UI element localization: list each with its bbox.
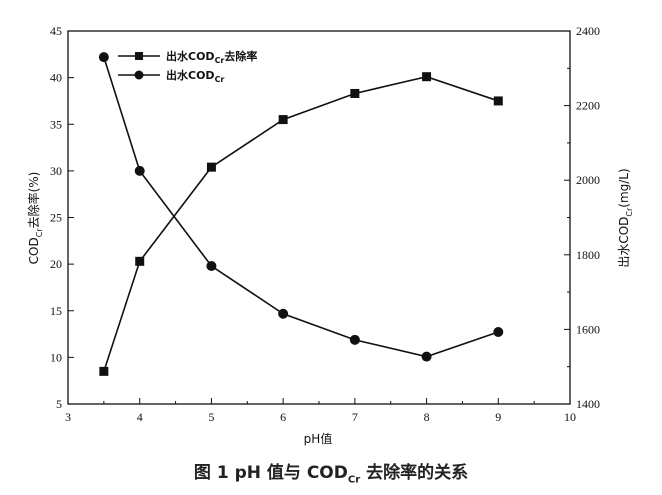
- square-marker: [99, 366, 109, 376]
- y-right-title-pre: 出水COD: [617, 217, 631, 268]
- square-marker: [493, 96, 503, 106]
- y-left-title-sub: Cr: [35, 228, 44, 238]
- x-tick-label: 8: [424, 410, 430, 424]
- caption-suffix: 去除率的关系: [360, 463, 469, 483]
- caption-sub: Cr: [347, 474, 361, 486]
- y-right-tick-label: 2200: [576, 99, 600, 113]
- figure-caption: 图 1 pH 值与 CODCr 去除率的关系: [0, 458, 662, 485]
- y-right-axis-title: 出水CODCr(mg/L): [617, 168, 634, 267]
- y-right-tick-label: 1800: [576, 248, 600, 262]
- y-right-tick-label: 1400: [576, 397, 600, 411]
- y-right-axis-ticks: 1400 1600 1800 2000 2200 2400: [564, 24, 600, 411]
- series-line: [103, 56, 499, 358]
- legend-label-sub: Cr: [215, 75, 225, 84]
- y-right-title-rest: (mg/L): [617, 168, 631, 207]
- y-right-tick-label: 2400: [576, 24, 600, 38]
- y-left-tick-label: 30: [50, 164, 62, 178]
- legend-label-pre: 出水COD: [166, 49, 215, 63]
- y-left-axis-title: CODCr去除率(%): [26, 172, 44, 265]
- y-left-tick-label: 25: [50, 211, 62, 225]
- circle-marker: [134, 165, 145, 176]
- y-left-title-main: COD: [27, 237, 41, 264]
- x-tick-label: 4: [137, 410, 143, 424]
- x-tick-label: 7: [352, 410, 358, 424]
- x-axis-title: pH值: [304, 431, 333, 446]
- legend-entry: 出水CODCr去除率: [118, 49, 257, 65]
- circle-marker: [421, 351, 432, 362]
- y-right-tick-label: 1600: [576, 322, 600, 336]
- square-marker: [135, 256, 145, 266]
- x-tick-label: 5: [208, 410, 214, 424]
- legend-entry: 出水CODCr: [118, 68, 224, 84]
- legend-circle-marker: [134, 70, 144, 80]
- y-left-tick-label: 15: [50, 304, 62, 318]
- circle-marker: [493, 327, 504, 338]
- series-line: [103, 75, 499, 372]
- y-left-axis-ticks: 5 10 15 20 25 30 35 40 45: [50, 24, 74, 411]
- x-tick-label: 3: [65, 410, 71, 424]
- circle-marker: [278, 308, 289, 319]
- legend-label: 出水CODCr: [166, 68, 224, 84]
- plot-frame: [67, 30, 571, 405]
- caption-prefix: 图 1 pH 值与 COD: [193, 463, 348, 483]
- circle-marker: [98, 52, 109, 63]
- y-left-tick-label: 40: [50, 71, 62, 85]
- y-right-title-sub: Cr: [625, 207, 634, 217]
- x-tick-label: 6: [280, 410, 286, 424]
- square-marker: [350, 88, 360, 98]
- y-left-tick-label: 10: [50, 350, 62, 364]
- y-left-tick-label: 35: [50, 117, 62, 131]
- circle-marker: [349, 334, 360, 345]
- plot-border: [67, 30, 571, 405]
- effluent-cod-series: [98, 52, 504, 362]
- square-marker: [422, 72, 432, 82]
- y-left-tick-label: 45: [50, 24, 62, 38]
- y-left-tick-label: 20: [50, 257, 62, 271]
- series-layer: [98, 52, 504, 376]
- legend-label-sub: Cr: [215, 56, 225, 65]
- x-tick-label: 9: [495, 410, 501, 424]
- circle-marker: [206, 260, 217, 271]
- y-right-tick-label: 2000: [576, 173, 600, 187]
- legend-label-pre: 出水COD: [166, 68, 215, 82]
- square-marker: [206, 162, 216, 172]
- x-tick-label: 10: [564, 410, 576, 424]
- legend-square-marker: [135, 52, 143, 60]
- legend-label: 出水CODCr去除率: [166, 49, 257, 65]
- square-marker: [278, 115, 288, 125]
- legend-label-rest: 去除率: [224, 49, 257, 63]
- y-left-title-rest: 去除率(%): [26, 172, 41, 229]
- removal-rate-series: [99, 72, 503, 376]
- y-left-tick-label: 5: [56, 397, 62, 411]
- x-axis-ticks: 3 4 5 6 7 8 9 10: [65, 398, 576, 424]
